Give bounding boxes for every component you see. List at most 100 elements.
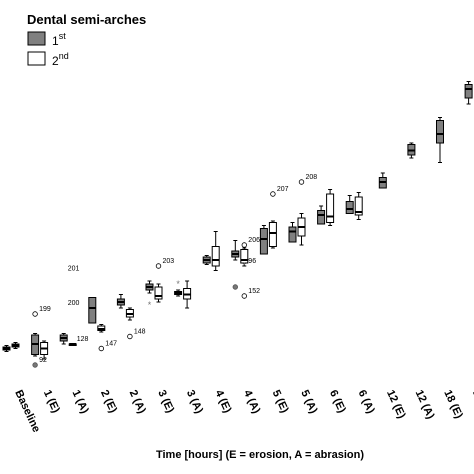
legend-label-1st-sup: st bbox=[59, 31, 67, 41]
outlier-2: 200 bbox=[68, 300, 80, 307]
box-9-1st bbox=[259, 225, 268, 255]
box-4-2nd bbox=[125, 307, 134, 321]
box-iqr bbox=[259, 228, 268, 255]
legend-label-2nd-sup: nd bbox=[59, 51, 69, 61]
outlier-label: 148 bbox=[134, 329, 146, 336]
outlier-12: * 96 bbox=[243, 258, 257, 271]
box-7-1st bbox=[202, 255, 211, 265]
box-3-2nd bbox=[97, 324, 106, 333]
box-14-1st bbox=[407, 142, 416, 159]
outlier-star: * bbox=[243, 261, 247, 271]
x-tick-5: 3 (E) bbox=[155, 388, 176, 415]
box-2-2nd bbox=[68, 343, 77, 346]
box-10-1st bbox=[288, 222, 297, 243]
box-iqr bbox=[464, 84, 473, 99]
outlier-7: 203 bbox=[155, 258, 175, 269]
outlier-6: 148 bbox=[127, 329, 146, 340]
x-tick-14: 12 (A) bbox=[413, 388, 437, 421]
outlier-1: 92 bbox=[32, 357, 47, 368]
outlier-label: 203 bbox=[163, 258, 175, 265]
outlier-marker bbox=[127, 333, 133, 340]
x-tick-9: 5 (E) bbox=[270, 388, 291, 415]
box-3-1st bbox=[88, 297, 97, 324]
legend-title: Dental semi-arches bbox=[27, 12, 146, 27]
outlier-marker bbox=[298, 179, 305, 185]
box-iqr bbox=[354, 196, 363, 216]
outlier-label: 201 bbox=[68, 266, 80, 273]
x-axis-label: Time [hours] (E = erosion, A = abrasion) bbox=[156, 449, 364, 461]
box-13-1st bbox=[378, 172, 387, 189]
x-tick-1: 1 (E) bbox=[41, 388, 62, 415]
box-9-2nd bbox=[268, 220, 277, 249]
legend: Dental semi-arches 1st 2nd bbox=[27, 12, 146, 68]
outlier-label: 200 bbox=[68, 300, 80, 307]
outlier-8: * bbox=[148, 300, 152, 310]
outlier-4: 147 bbox=[98, 341, 117, 352]
outlier-0: 199 bbox=[32, 306, 51, 317]
box-0-2nd bbox=[11, 342, 20, 349]
box-iqr bbox=[436, 120, 444, 144]
legend-swatch-1st bbox=[27, 31, 46, 46]
box-iqr bbox=[211, 246, 220, 267]
box-11-1st bbox=[317, 205, 326, 225]
box-1-1st bbox=[31, 333, 40, 357]
plot-area: 199 92 200 128 147 201 148 203 * * 206 * 96 152 207 208 bbox=[2, 81, 473, 368]
box-6-1st bbox=[174, 289, 183, 297]
outlier-label: 128 bbox=[77, 336, 89, 343]
outlier-marker bbox=[241, 242, 247, 248]
x-tick-13: 12 (E) bbox=[384, 388, 408, 421]
box-iqr bbox=[88, 297, 97, 324]
outlier-marker bbox=[155, 263, 162, 269]
outlier-star: * bbox=[148, 300, 152, 310]
legend-label-2nd: 2nd bbox=[52, 51, 69, 68]
box-7-2nd bbox=[211, 231, 220, 271]
outlier-13: 152 bbox=[241, 288, 260, 299]
legend-label-2nd-base: 2 bbox=[52, 54, 59, 68]
outlier-label: 206 bbox=[248, 237, 260, 244]
outlier-label: 207 bbox=[277, 186, 289, 193]
outlier-marker bbox=[270, 191, 276, 197]
outlier-3: 128 bbox=[77, 336, 89, 343]
box-8-1st bbox=[231, 240, 240, 261]
outlier-10: 206 bbox=[241, 237, 260, 248]
box-iqr bbox=[345, 201, 354, 214]
legend-swatch-2nd bbox=[27, 51, 46, 66]
x-tick-7: 4 (E) bbox=[212, 388, 233, 415]
box-12-2nd bbox=[354, 192, 363, 220]
box-5-1st bbox=[145, 280, 154, 294]
box-6-2nd bbox=[183, 280, 192, 309]
box-8-2nd bbox=[240, 247, 249, 267]
outlier-14: 207 bbox=[270, 186, 289, 197]
x-tick-15: 18 (E) bbox=[441, 388, 465, 421]
box-15-1st bbox=[436, 117, 444, 163]
box-16-1st bbox=[464, 81, 473, 105]
x-tick-16: 18 bbox=[470, 388, 474, 404]
x-tick-10: 5 (A) bbox=[298, 388, 319, 416]
x-tick-2: 1 (A) bbox=[69, 388, 90, 416]
outlier-15: 208 bbox=[298, 174, 318, 185]
box-0-1st bbox=[2, 345, 11, 352]
x-tick-8: 4 (A) bbox=[241, 388, 262, 416]
box-iqr bbox=[317, 210, 326, 225]
box-12-1st bbox=[345, 195, 354, 214]
outlier-label: 208 bbox=[306, 174, 318, 181]
outlier-star: * bbox=[176, 279, 180, 289]
x-tick-12: 6 (A) bbox=[355, 388, 376, 416]
outlier-marker bbox=[241, 293, 247, 299]
outlier-label: 152 bbox=[248, 288, 260, 295]
box-iqr bbox=[326, 193, 335, 223]
outlier-11 bbox=[232, 284, 238, 290]
outlier-label: 199 bbox=[39, 306, 51, 313]
legend-label-1st: 1st bbox=[52, 31, 66, 48]
outlier-label: 147 bbox=[105, 341, 117, 348]
x-tick-11: 6 (E) bbox=[327, 388, 348, 415]
box-4-1st bbox=[116, 294, 125, 309]
box-10-2nd bbox=[297, 213, 306, 246]
box-iqr bbox=[154, 286, 163, 300]
box-iqr bbox=[268, 222, 277, 247]
outlier-9: * bbox=[176, 279, 180, 289]
box-iqr bbox=[240, 249, 249, 264]
x-tick-3: 2 (E) bbox=[98, 388, 119, 415]
